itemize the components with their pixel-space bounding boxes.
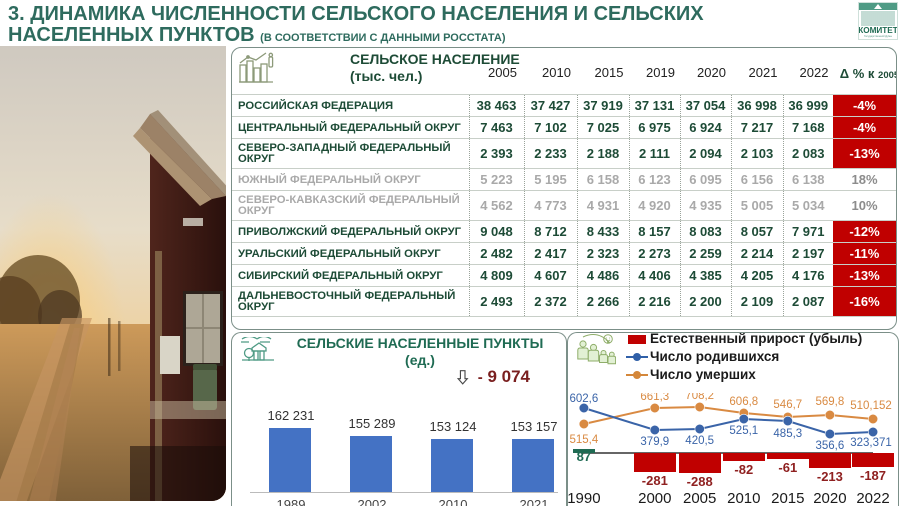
svg-text:2005: 2005 <box>683 490 716 506</box>
svg-text:2015: 2015 <box>771 490 804 506</box>
svg-text:661,3: 661,3 <box>640 393 669 403</box>
svg-text:2020: 2020 <box>813 490 846 506</box>
svg-text:485,3: 485,3 <box>773 428 802 440</box>
svg-text:510,152: 510,152 <box>850 400 892 412</box>
svg-text:1990: 1990 <box>568 490 601 506</box>
svg-text:2022: 2022 <box>856 490 889 506</box>
svg-text:-288: -288 <box>687 474 713 489</box>
svg-text:515,4: 515,4 <box>570 434 599 446</box>
svg-text:-187: -187 <box>860 468 886 483</box>
svg-text:87: 87 <box>577 449 591 464</box>
svg-text:2000: 2000 <box>638 490 671 506</box>
svg-text:569,8: 569,8 <box>816 396 845 408</box>
svg-text:-213: -213 <box>817 469 843 484</box>
svg-text:356,6: 356,6 <box>816 440 845 452</box>
svg-text:420,5: 420,5 <box>685 435 714 447</box>
svg-text:525,1: 525,1 <box>729 425 758 437</box>
svg-text:Государственной Думы: Государственной Думы <box>864 34 892 38</box>
svg-text:2010: 2010 <box>727 490 760 506</box>
svg-text:606,8: 606,8 <box>729 396 758 408</box>
svg-text:-82: -82 <box>734 462 753 477</box>
svg-text:546,7: 546,7 <box>773 399 802 411</box>
svg-text:-61: -61 <box>778 460 797 475</box>
svg-text:-281: -281 <box>642 473 668 488</box>
svg-text:323,371: 323,371 <box>850 437 892 449</box>
svg-text:КОМИТЕТ: КОМИТЕТ <box>859 26 897 35</box>
svg-text:379,9: 379,9 <box>640 436 669 448</box>
svg-text:708,2: 708,2 <box>685 393 714 402</box>
svg-text:602,6: 602,6 <box>570 393 599 405</box>
